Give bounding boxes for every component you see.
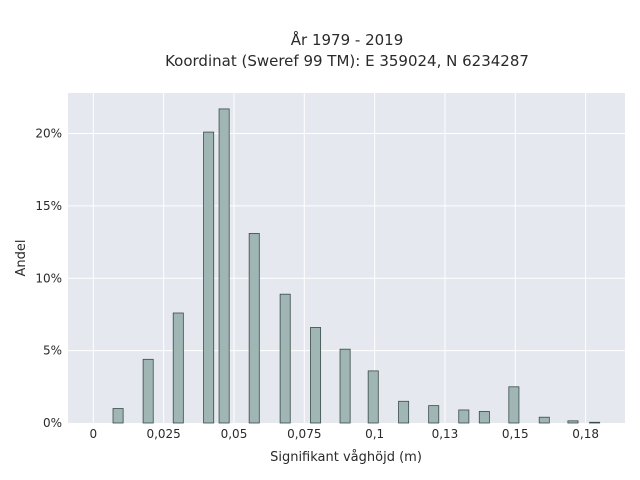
histogram-bar [567,420,579,424]
y-tick-label: 5% [43,344,62,358]
y-axis-title: Andel [14,240,29,277]
x-tick-label: 0,1 [365,427,384,441]
chart-title-line2: Koordinat (Sweref 99 TM): E 359024, N 62… [165,52,529,70]
y-tick-label: 0% [43,416,62,430]
histogram-bar [508,386,520,424]
x-tick-label: 0,15 [502,427,529,441]
histogram-bar [339,348,351,424]
histogram-bar [310,327,322,424]
x-tick-label: 0 [89,427,97,441]
y-tick-label: 10% [35,271,62,285]
chart-title-line1: År 1979 - 2019 [291,30,404,49]
x-tick-label: 0,18 [572,427,599,441]
histogram-bar [538,416,550,424]
x-tick-label: 0,025 [146,427,180,441]
x-tick-label: 0,075 [287,427,321,441]
histogram-bar [478,411,490,424]
bars [112,108,601,424]
histogram-bar [367,370,379,424]
histogram-bar [458,409,470,424]
y-tick-label: 15% [35,199,62,213]
tick-labels: 0 0,025 0,05 0,075 0,1 0,13 0,15 0,18 0% 5% 10% 15%… [35,127,599,441]
histogram-bar [248,232,260,424]
histogram-bar [279,293,291,424]
y-tick-label: 20% [35,127,62,141]
histogram-bar [428,405,440,424]
histogram-bar [112,408,124,424]
histogram-bar [218,108,230,424]
histogram-bar [172,312,184,424]
histogram-bar [142,358,154,424]
histogram-bar [398,400,410,424]
histogram-bar [589,421,601,424]
x-tick-label: 0,05 [221,427,248,441]
histogram-bar [203,131,215,424]
x-tick-label: 0,13 [432,427,459,441]
x-axis-title: Signifikant våghöjd (m) [270,450,422,465]
gridlines [68,93,625,423]
